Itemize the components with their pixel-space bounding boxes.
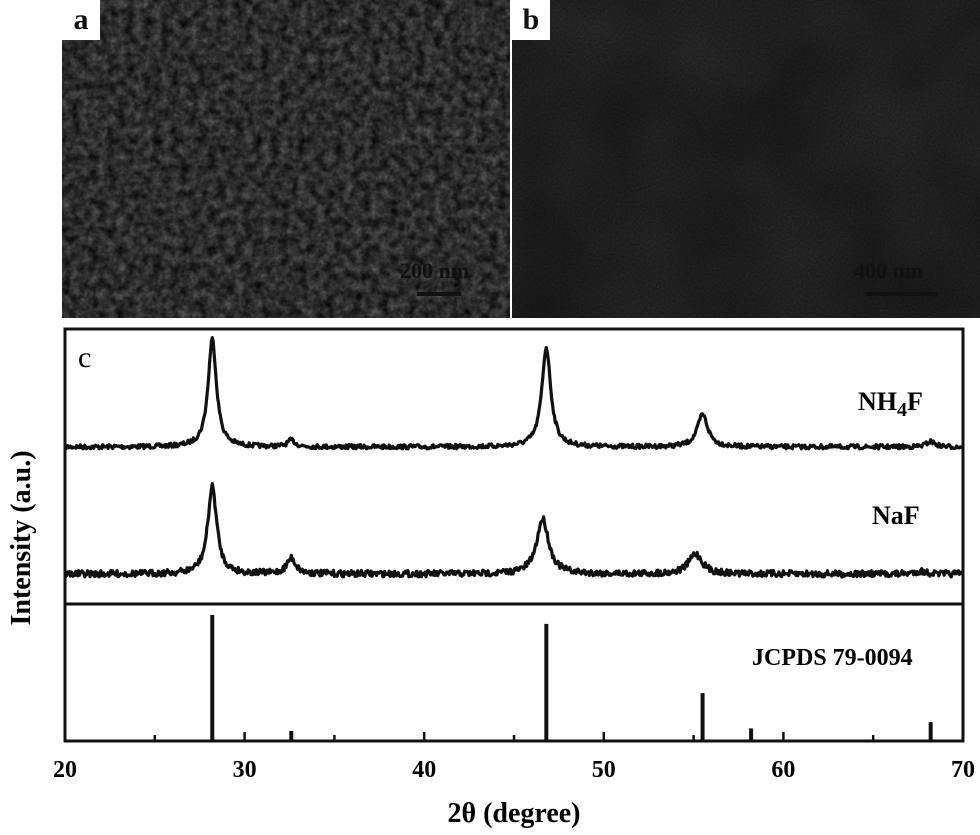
sem-texture-a — [62, 0, 510, 318]
sem-texture-b — [512, 0, 980, 318]
scale-bar-label-a: 200 nm — [400, 258, 470, 283]
scale-bar-a — [417, 292, 461, 296]
x-tick-label: 50 — [592, 757, 616, 783]
series-label-naf: NaF — [872, 501, 920, 530]
x-axis-label: 2θ (degree) — [447, 798, 580, 829]
plot-frame — [63, 327, 965, 743]
x-tick-label: 40 — [412, 757, 436, 783]
series-line-naf — [63, 482, 965, 579]
sem-image-b: b 400 nm — [512, 0, 980, 318]
sem-image-a: a 200 nm — [62, 0, 510, 318]
x-tick-label: 30 — [233, 757, 257, 783]
series-line-nh4f — [63, 336, 964, 451]
series-label-nh4f: NH4F — [858, 387, 923, 421]
panel-label-b: b — [512, 0, 550, 40]
reference-label: JCPDS 79-0094 — [752, 645, 913, 671]
scale-bar-label-b: 400 nm — [854, 258, 924, 283]
x-tick-label: 60 — [771, 757, 795, 783]
x-tick-label: 70 — [951, 757, 975, 783]
y-axis-label: Intensity (a.u.) — [6, 450, 37, 625]
scale-bar-b — [866, 292, 938, 296]
panel-label-c: c — [78, 341, 91, 374]
x-tick-label: 20 — [53, 757, 77, 783]
panel-label-a: a — [62, 0, 100, 40]
